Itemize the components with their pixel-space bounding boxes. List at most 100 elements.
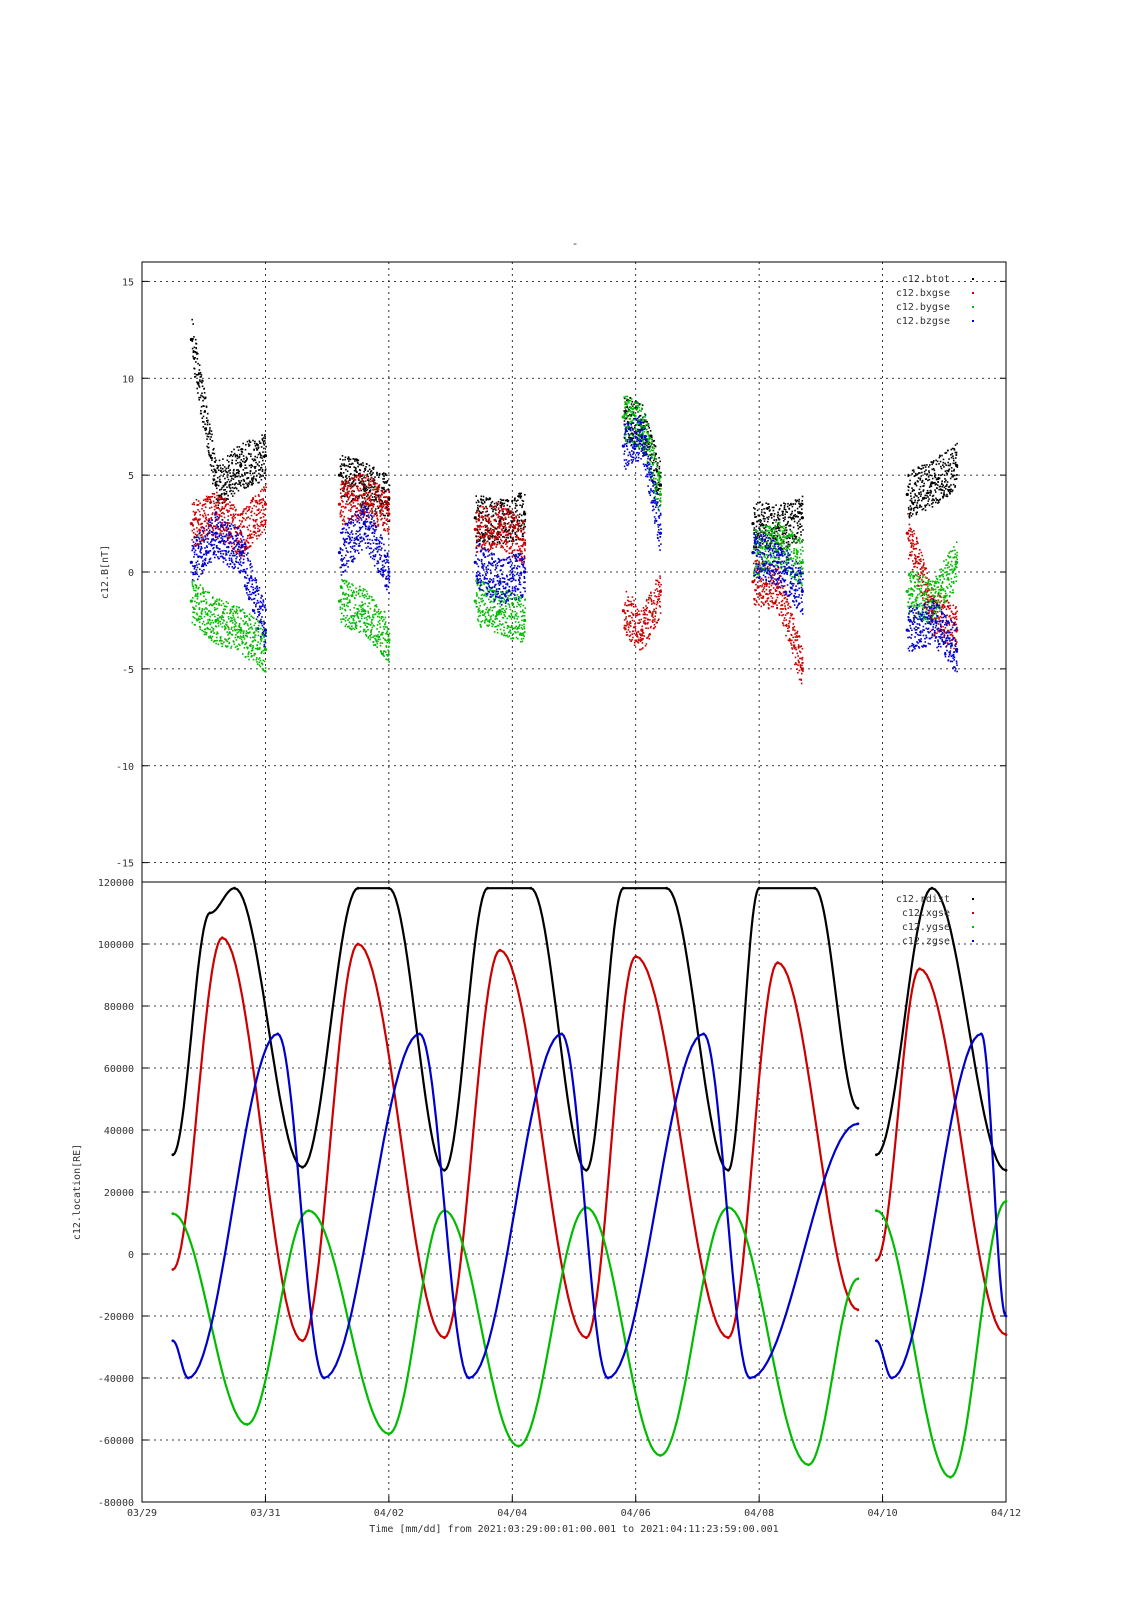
data-point xyxy=(231,542,233,545)
data-point xyxy=(344,608,346,611)
data-point xyxy=(341,603,343,606)
data-point xyxy=(220,495,223,498)
data-point xyxy=(376,520,379,523)
data-point xyxy=(205,428,208,431)
data-point xyxy=(799,651,802,654)
data-point xyxy=(379,502,381,504)
data-point xyxy=(521,552,523,555)
data-point xyxy=(210,454,212,457)
data-point xyxy=(909,530,912,532)
data-point xyxy=(367,636,370,638)
data-point xyxy=(339,513,342,515)
data-point xyxy=(201,526,204,528)
data-point xyxy=(370,470,372,473)
data-point xyxy=(204,506,207,509)
data-point xyxy=(191,581,193,583)
data-point xyxy=(381,501,383,503)
data-point xyxy=(517,537,520,540)
data-point xyxy=(754,604,757,606)
data-point xyxy=(488,538,491,540)
data-point xyxy=(232,614,234,617)
data-point xyxy=(341,455,344,457)
data-point xyxy=(937,476,940,479)
data-point xyxy=(478,532,481,534)
data-point xyxy=(519,497,522,499)
data-point xyxy=(207,442,210,445)
data-point xyxy=(925,492,928,495)
data-point xyxy=(263,519,265,522)
data-point xyxy=(341,578,343,581)
data-point xyxy=(513,549,516,551)
data-point xyxy=(799,503,801,506)
data-point xyxy=(262,512,264,515)
data-point xyxy=(254,653,257,655)
data-point xyxy=(932,614,934,616)
data-point xyxy=(263,528,266,531)
data-point xyxy=(480,546,483,549)
data-point xyxy=(362,500,365,503)
data-point xyxy=(477,525,480,527)
data-point xyxy=(348,475,350,478)
data-point xyxy=(654,480,656,483)
data-point xyxy=(261,667,264,670)
data-point xyxy=(344,493,346,496)
data-point xyxy=(354,498,357,501)
data-point xyxy=(652,621,654,623)
data-point xyxy=(229,490,231,493)
data-point xyxy=(632,437,635,439)
data-point xyxy=(191,318,193,321)
data-point xyxy=(344,522,346,525)
y-tick-label: -15 xyxy=(116,859,134,870)
data-point xyxy=(485,518,487,521)
data-point xyxy=(208,637,210,639)
data-point xyxy=(801,658,804,661)
data-point xyxy=(918,488,921,491)
data-point xyxy=(796,541,798,544)
data-point xyxy=(200,527,203,529)
data-point xyxy=(209,432,211,435)
data-point xyxy=(509,510,511,512)
data-point xyxy=(357,617,360,620)
data-point xyxy=(381,512,384,515)
data-point xyxy=(238,626,241,628)
data-point xyxy=(210,501,213,504)
data-point xyxy=(504,522,507,525)
data-point xyxy=(634,613,637,615)
data-point xyxy=(925,593,928,596)
data-point xyxy=(263,502,268,506)
data-point xyxy=(358,475,361,478)
data-point xyxy=(204,411,207,413)
data-point xyxy=(358,497,360,500)
data-point xyxy=(511,499,514,502)
data-point xyxy=(251,616,254,619)
data-point xyxy=(778,508,781,511)
data-point xyxy=(349,622,352,625)
data-point xyxy=(376,517,379,520)
data-point xyxy=(944,631,946,634)
data-point xyxy=(219,478,221,481)
data-point xyxy=(207,419,209,422)
data-point xyxy=(479,524,481,527)
data-point xyxy=(344,456,347,459)
data-point xyxy=(346,598,348,601)
data-point xyxy=(491,544,494,546)
data-point xyxy=(209,438,212,441)
data-point xyxy=(767,576,770,579)
data-point xyxy=(256,663,259,665)
data-point xyxy=(230,479,232,482)
data-point xyxy=(265,486,267,489)
data-point xyxy=(916,556,919,558)
data-point xyxy=(202,592,205,595)
data-point xyxy=(941,454,943,457)
data-point xyxy=(630,403,633,405)
data-point xyxy=(193,336,195,338)
data-point xyxy=(348,460,350,462)
data-point xyxy=(912,530,915,532)
data-point xyxy=(476,509,478,512)
data-point xyxy=(912,502,914,504)
data-point xyxy=(773,583,776,585)
data-point xyxy=(237,469,239,471)
data-point xyxy=(933,469,936,472)
data-point xyxy=(258,440,261,443)
data-point xyxy=(223,493,226,496)
